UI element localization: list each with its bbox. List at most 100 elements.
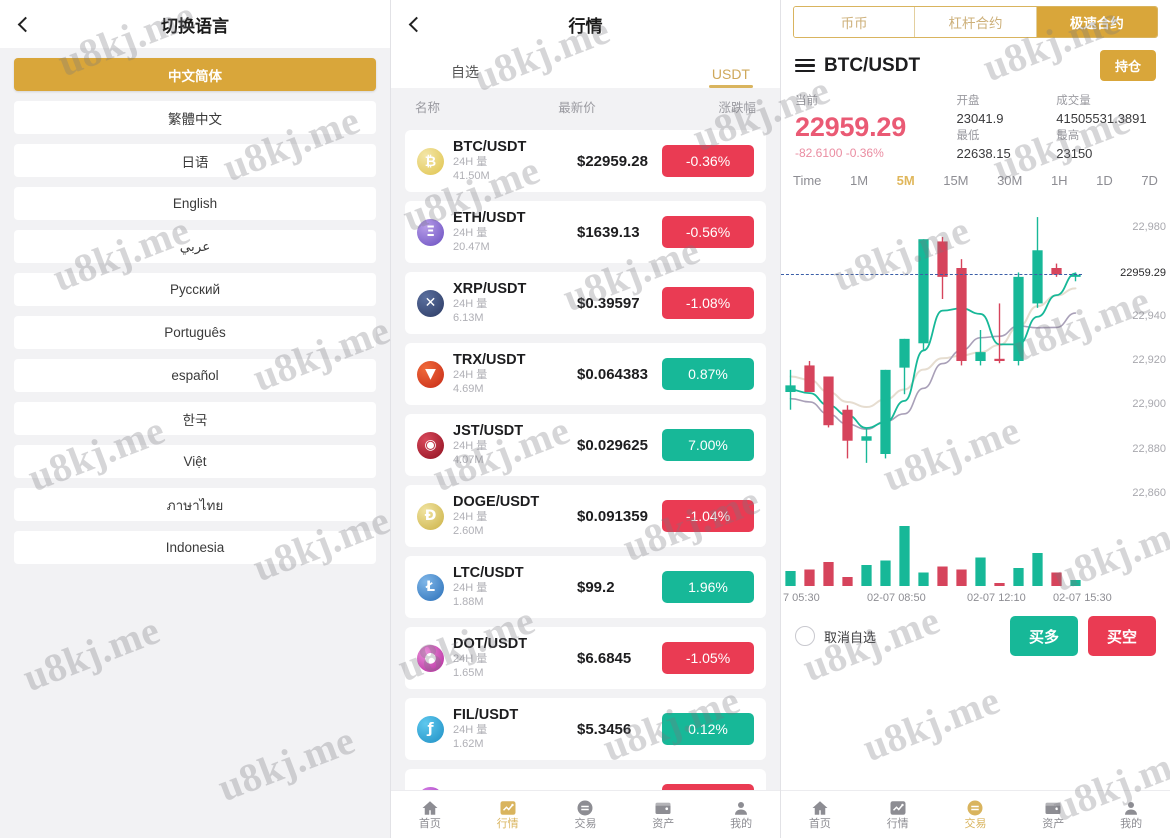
coin-symbol: JST/USDT	[453, 423, 524, 439]
tabbar-label: 资产	[1042, 817, 1065, 830]
volume-value: 1.65M	[453, 667, 484, 679]
coin-symbol: DOGE/USDT	[453, 494, 540, 510]
market-row[interactable]: ƒ FIL/USDT 24H 量 1.62M $5.3456 0.12%	[405, 698, 766, 760]
timeframe-15M[interactable]: 15M	[943, 173, 969, 188]
market-row[interactable]: ◉ JST/USDT 24H 量 4.07M $0.029625 7.00%	[405, 414, 766, 476]
timeframe-1H[interactable]: 1H	[1050, 173, 1068, 188]
coin-text: XRP/USDT 24H 量 6.13M	[453, 281, 571, 325]
timeframe-1D[interactable]: 1D	[1096, 173, 1113, 188]
change-badge: 0.12%	[662, 713, 754, 745]
market-column-header: 名称 最新价 涨跌幅	[391, 88, 780, 124]
language-item-7[interactable]: español	[14, 359, 376, 392]
back-button[interactable]	[0, 0, 46, 48]
volume-label: 24H 量	[453, 511, 488, 523]
change-badge: 0.87%	[662, 358, 754, 390]
market-row[interactable]: Ξ ETH/USDT 24H 量 20.47M $1639.13 -0.56%	[405, 201, 766, 263]
tabbar-item-行情[interactable]: 行情	[469, 799, 547, 831]
market-tab-0[interactable]: 自选	[451, 64, 479, 80]
timeframe-5M[interactable]: 5M	[896, 173, 915, 188]
language-item-11[interactable]: Indonesia	[14, 531, 376, 564]
segment-0[interactable]: 币币	[794, 7, 916, 37]
tabbar-item-资产[interactable]: 资产	[624, 799, 702, 831]
low-value: 22638.15	[956, 146, 1011, 161]
language-item-6[interactable]: Português	[14, 316, 376, 349]
y-axis-label: 22,860	[1132, 486, 1166, 499]
volume-value: 41505531.3891	[1056, 111, 1147, 126]
hamburger-icon[interactable]	[795, 58, 815, 73]
buy-short-button[interactable]: 买空	[1088, 616, 1156, 656]
radio-unchecked-icon[interactable]	[795, 626, 815, 646]
language-item-3[interactable]: English	[14, 187, 376, 220]
market-row[interactable]: Ɖ DOGE/USDT 24H 量 2.60M $0.091359 -1.04%	[405, 485, 766, 547]
dot-icon: ●	[417, 644, 444, 672]
market-bottom-tabbar: 首页 行情 交易 资产 我的	[391, 790, 780, 838]
trade-icon	[966, 799, 984, 817]
language-item-10[interactable]: ภาษาไทย	[14, 488, 376, 521]
volume-label: 24H 量	[453, 724, 488, 736]
timeframe-7D[interactable]: 7D	[1141, 173, 1158, 188]
tabbar-label: 行情	[886, 817, 909, 830]
quote-current: 当前 22959.29 -82.6100 -0.36%	[795, 93, 957, 163]
volume-label: 24H 量	[453, 653, 488, 665]
wallet-icon	[654, 799, 672, 817]
x-axis-label: 02-07 08:50	[867, 592, 926, 604]
xrp-icon: ✕	[417, 289, 444, 317]
market-page-title: 行情	[568, 16, 603, 36]
coin-text: DOT/USDT 24H 量 1.65M	[453, 636, 571, 680]
chevron-left-icon	[408, 16, 424, 32]
tabbar-item-资产[interactable]: 资产	[1014, 799, 1092, 831]
market-row[interactable]: ₿ BTC/USDT 24H 量 41.50M $22959.28 -0.36%	[405, 130, 766, 192]
volume-label: 24H 量	[453, 156, 488, 168]
volume-value: 6.13M	[453, 312, 484, 324]
tabbar-item-首页[interactable]: 首页	[781, 799, 859, 831]
x-axis-label: 02-07 12:10	[967, 592, 1026, 604]
coin-text: JST/USDT 24H 量 4.07M	[453, 423, 571, 467]
position-button[interactable]: 持仓	[1099, 50, 1156, 81]
language-item-5[interactable]: Русский	[14, 273, 376, 306]
market-tab-1[interactable]: USDT	[712, 66, 750, 88]
segment-2[interactable]: 极速合约	[1036, 7, 1157, 37]
change-abs: -82.6100	[795, 146, 843, 160]
trade-mode-segment-wrap: 币币 杠杆合约 极速合约	[781, 0, 1170, 38]
cancel-favorite-label[interactable]: 取消自选	[824, 629, 877, 645]
tabbar-item-首页[interactable]: 首页	[391, 799, 469, 831]
language-item-8[interactable]: 한국	[14, 402, 376, 435]
home-icon	[421, 799, 439, 817]
chart-icon	[889, 799, 907, 817]
language-item-1[interactable]: 繁體中文	[14, 101, 376, 134]
coin-price: $0.39597	[577, 294, 640, 312]
tabbar-label: 首页	[808, 817, 831, 830]
coin-symbol: FIL/USDT	[453, 707, 519, 723]
market-row[interactable]: ▼ TRX/USDT 24H 量 4.69M $0.064383 0.87%	[405, 343, 766, 405]
language-item-4[interactable]: عربي	[14, 230, 376, 263]
language-item-9[interactable]: Việt	[14, 445, 376, 478]
timeframe-Time[interactable]: Time	[793, 173, 822, 188]
x-axis-label: 02-07 15:30	[1053, 592, 1112, 604]
market-row[interactable]: ● DOT/USDT 24H 量 1.65M $6.6845 -1.05%	[405, 627, 766, 689]
tabbar-item-我的[interactable]: 我的	[1092, 799, 1170, 831]
timeframe-30M[interactable]: 30M	[997, 173, 1023, 188]
tabbar-item-交易[interactable]: 交易	[547, 799, 625, 831]
page-title: 切换语言	[161, 16, 229, 36]
tabbar-item-我的[interactable]: 我的	[702, 799, 780, 831]
price-chart[interactable]: 22,980 22,940 22,920 22,900 22,880 22,860 2295…	[781, 196, 1170, 606]
language-item-2[interactable]: 日语	[14, 144, 376, 177]
market-row[interactable]: ✕ XRP/USDT 24H 量 6.13M $0.39597 -1.08%	[405, 272, 766, 334]
change-badge: -0.36%	[662, 145, 754, 177]
volume-value: 2.60M	[453, 525, 484, 537]
coin-symbol: TRX/USDT	[453, 352, 526, 368]
tabbar-label: 我的	[730, 817, 753, 830]
volume-label: 24H 量	[453, 227, 488, 239]
market-back-button[interactable]	[391, 0, 437, 48]
symbol-name[interactable]: BTC/USDT	[824, 54, 921, 76]
segment-1[interactable]: 杠杆合约	[915, 7, 1037, 37]
timeframe-1M[interactable]: 1M	[849, 173, 869, 188]
tabbar-item-行情[interactable]: 行情	[859, 799, 937, 831]
buy-long-button[interactable]: 买多	[1010, 616, 1078, 656]
tabbar-item-交易[interactable]: 交易	[937, 799, 1015, 831]
coin-text: TRX/USDT 24H 量 4.69M	[453, 352, 571, 396]
change-badge: -1.04%	[662, 500, 754, 532]
language-item-0[interactable]: 中文简体	[14, 58, 376, 91]
market-row[interactable]: Ł LTC/USDT 24H 量 1.88M $99.2 1.96%	[405, 556, 766, 618]
home-icon	[811, 799, 829, 817]
